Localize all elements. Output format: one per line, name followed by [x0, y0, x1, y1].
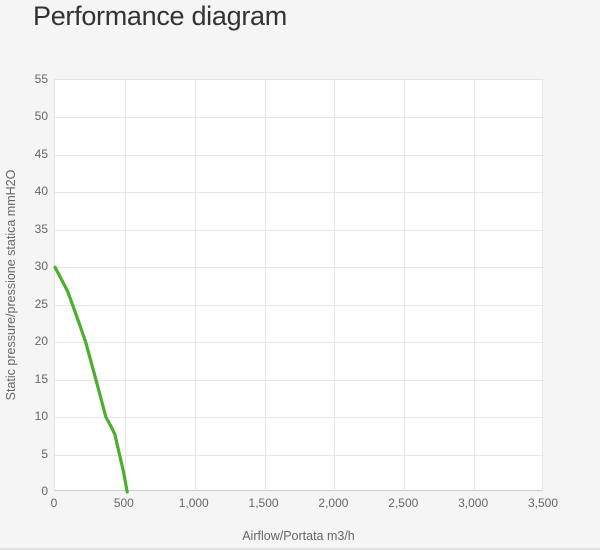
series-line	[53, 265, 129, 494]
y-tick-label: 40	[34, 184, 48, 199]
y-tick-label: 20	[34, 334, 48, 349]
y-tick-label: 0	[41, 484, 48, 498]
y-tick-label: 50	[34, 109, 48, 124]
x-tick-label: 1,000	[178, 496, 209, 510]
x-tick-label: 2,500	[388, 496, 419, 510]
x-tick-label: 3,500	[527, 496, 559, 510]
x-tick-label: 0	[50, 496, 58, 510]
y-tick-label: 45	[34, 146, 48, 161]
x-axis-title: Airflow/Portata m3/h	[242, 529, 355, 543]
y-tick-label: 10	[34, 409, 48, 424]
bottom-divider	[0, 548, 600, 550]
y-axis-title: Static pressure/pressione statica mmH2O	[4, 169, 18, 401]
y-tick-label: 35	[34, 221, 48, 236]
x-tick-label: 2,000	[318, 496, 349, 510]
y-tick-label: 30	[34, 259, 48, 274]
page-title: Performance diagram	[33, 1, 287, 31]
x-tick-label: 3,000	[458, 496, 489, 510]
y-tick-label: 25	[34, 296, 48, 311]
plot-area	[53, 79, 544, 494]
y-tick-label: 15	[34, 371, 48, 386]
x-tick-label: 500	[113, 496, 134, 510]
chart-canvas	[53, 80, 544, 494]
y-tick-label: 5	[41, 446, 48, 461]
x-tick-label: 1,500	[248, 496, 279, 510]
y-tick-label: 55	[34, 72, 48, 86]
